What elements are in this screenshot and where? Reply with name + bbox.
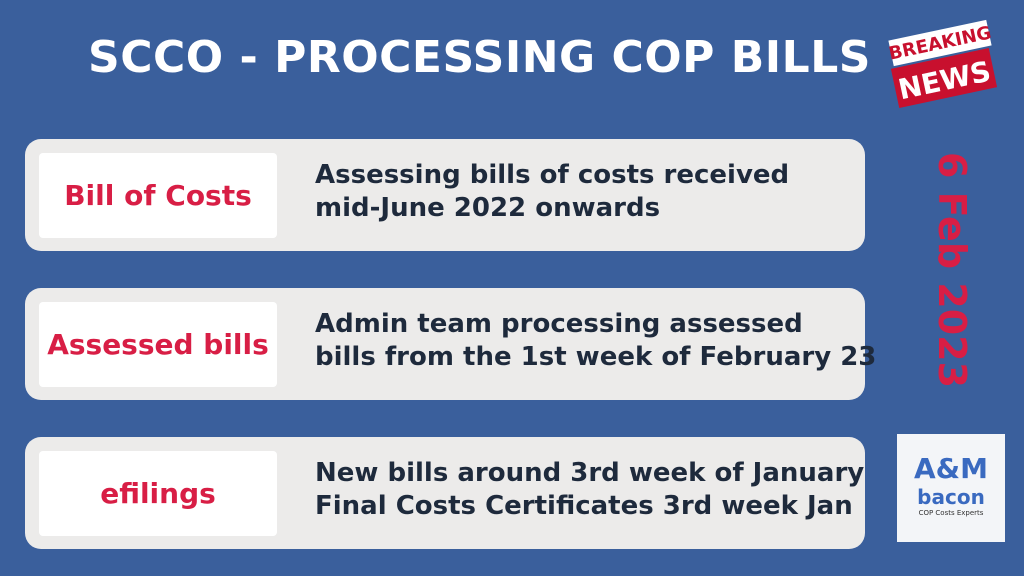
- row-text: Admin team processing assessed bills from…: [315, 308, 876, 374]
- row-label: efilings: [39, 451, 277, 536]
- info-row: efilings New bills around 3rd week of Jan…: [25, 437, 865, 549]
- text-line: Assessing bills of costs received: [315, 160, 790, 190]
- text-line: Admin team processing assessed: [315, 309, 803, 339]
- row-text: Assessing bills of costs received mid-Jun…: [315, 159, 789, 225]
- info-row: Bill of Costs Assessing bills of costs re…: [25, 139, 865, 251]
- title: SCCO - PROCESSING COP BILLS: [88, 32, 871, 83]
- logo-name: bacon: [917, 485, 985, 509]
- date: 6 Feb 2023: [930, 151, 974, 389]
- text-line: Final Costs Certificates 3rd week Jan: [315, 491, 853, 521]
- text-line: New bills around 3rd week of January: [315, 458, 865, 488]
- logo: A&M bacon COP Costs Experts: [897, 434, 1005, 542]
- breaking-news-badge: BREAKING NEWS: [887, 19, 998, 108]
- logo-tagline: COP Costs Experts: [918, 509, 984, 517]
- text-line: bills from the 1st week of February 23: [315, 342, 877, 372]
- row-label: Bill of Costs: [39, 153, 277, 238]
- info-row: Assessed bills Admin team processing asse…: [25, 288, 876, 400]
- text-line: mid-June 2022 onwards: [315, 193, 661, 223]
- logo-mark: A&M: [914, 452, 988, 485]
- row-label: Assessed bills: [39, 302, 277, 387]
- row-text: New bills around 3rd week of January Fina…: [315, 457, 864, 523]
